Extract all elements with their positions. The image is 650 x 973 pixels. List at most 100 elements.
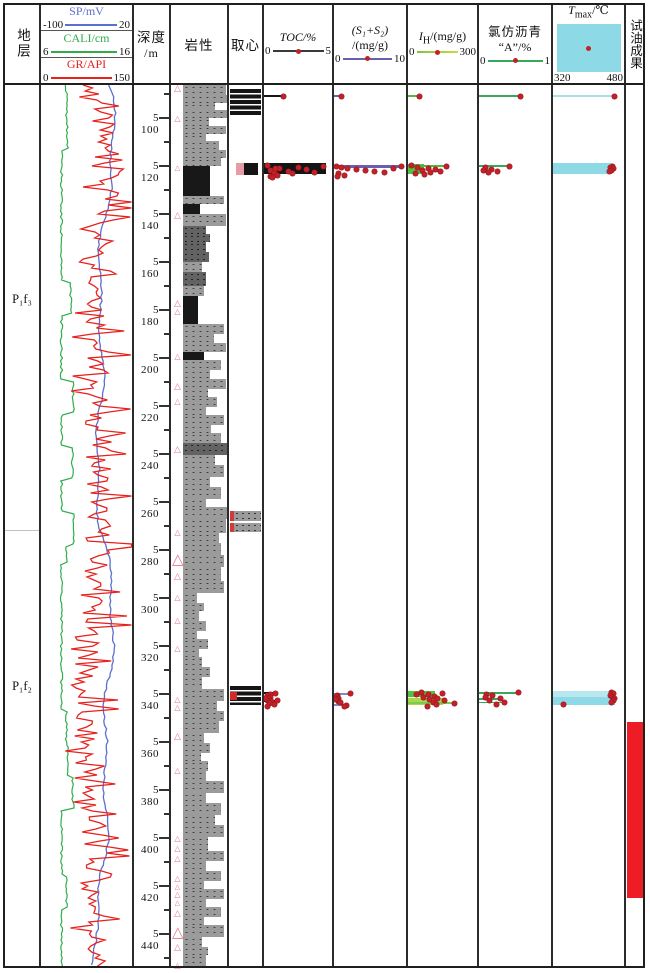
header-depth: 深度 /m (133, 3, 170, 84)
lithology-block (183, 889, 224, 899)
depth-major-tick (159, 357, 170, 359)
s1s2-sample-point (354, 167, 360, 173)
tmax-max: 480 (606, 72, 624, 84)
depth-unit: /m (144, 46, 159, 60)
lithology-block (183, 242, 207, 252)
strat-unit-label: P₁f₂ (12, 679, 32, 693)
depth-label: 5 220 (141, 399, 159, 424)
tmax-value-band (553, 690, 612, 697)
ih-value-line (408, 95, 420, 98)
lithology-block (183, 95, 228, 103)
lithology-block (183, 917, 204, 925)
lithology-block (183, 134, 206, 141)
header-core: 取心 (228, 3, 263, 84)
s1s2-value-line (334, 95, 342, 98)
s1s2-sample-point (347, 691, 353, 697)
lithology-block (183, 907, 222, 917)
lithology-block (183, 407, 206, 415)
lithology-block (183, 118, 210, 126)
depth-label: 5 360 (141, 735, 159, 760)
cali-curve (59, 85, 75, 968)
oil-test-column-title: 试油成果 (628, 18, 642, 69)
lithology-block (183, 324, 224, 334)
depth-minor-tick (164, 333, 170, 335)
s1s2-scale-line (342, 56, 392, 61)
tuff-triangle-icon: △ (174, 528, 181, 537)
depth-minor-tick (164, 477, 170, 479)
bit-sample-point (495, 169, 501, 175)
lithology-block (183, 837, 208, 851)
depth-major-tick (159, 645, 170, 647)
header-tmax: Tmax/℃ 320 480 (552, 3, 625, 84)
s1s2-sample-point (391, 165, 397, 171)
lithology-block (183, 477, 210, 487)
header-oil-test: 试油成果 (625, 3, 646, 84)
tuff-triangle-icon: △ (174, 907, 181, 918)
ih-subscript: H (422, 35, 431, 47)
curve-header-divider-2 (40, 57, 133, 59)
depth-major-tick (159, 165, 170, 167)
tmax-sample-point (606, 169, 612, 175)
tmax-scale-numbers: 320 480 (552, 72, 625, 84)
lithology-block (183, 701, 217, 711)
bit-sample-point (502, 700, 508, 706)
sp-curve (90, 85, 117, 966)
tmax-value-band (553, 696, 615, 705)
lithology-block (183, 343, 226, 352)
toc-sample-point (273, 166, 279, 172)
depth-minor-tick (164, 429, 170, 431)
s1s2-sample-point (339, 93, 345, 99)
core-interval-mark (230, 511, 261, 521)
depth-minor-tick (164, 381, 170, 383)
tuff-triangle-icon: △ (174, 297, 181, 308)
depth-major-tick (159, 117, 170, 119)
tuff-triangle-icon: △ (174, 209, 181, 220)
lithology-block (183, 581, 224, 593)
toc-sample-point (273, 690, 279, 696)
cali-curve-label: CALI/cm (63, 30, 110, 45)
s1s2-scale: 0 10 (333, 53, 407, 65)
lithology-block (183, 150, 226, 158)
ih-sample-point (409, 163, 415, 169)
toc-min: 0 (265, 45, 271, 57)
lithology-block (183, 443, 228, 455)
strat-unit-label: P₁f₃ (12, 292, 32, 306)
ih-sample-point (425, 165, 431, 171)
toc-sample-point (274, 698, 280, 704)
depth-minor-tick (164, 957, 170, 959)
bit-sample-point (484, 691, 490, 697)
depth-major-tick (159, 213, 170, 215)
lithology-block (183, 455, 215, 465)
lithology-block (183, 761, 208, 771)
bit-sample-point (482, 694, 488, 700)
tuff-triangle-icon: △ (174, 730, 181, 741)
lithology-block (183, 711, 224, 721)
toc-sample-point (285, 168, 291, 174)
bit-value-line (479, 95, 521, 98)
lithology-block (183, 286, 204, 296)
bit-sample-point (487, 698, 493, 704)
lithology-block (183, 379, 226, 389)
lithology-block (183, 85, 226, 95)
tmax-sample-point (611, 691, 617, 697)
lithology-block (183, 881, 204, 889)
s1s2-sample-point (371, 169, 377, 175)
sp-curve-label: SP/mV (69, 3, 104, 18)
lithology-block (183, 621, 206, 631)
tuff-triangle-icon: △ (174, 593, 181, 602)
toc-sample-point (270, 175, 276, 181)
lithology-block (183, 925, 224, 937)
lithology-block (183, 567, 222, 581)
ih-scale: 0 300 (407, 46, 478, 58)
s1s2-sample-point (345, 166, 351, 172)
depth-major-tick (159, 453, 170, 455)
depth-minor-tick (164, 189, 170, 191)
header-strat: 地层 (4, 3, 40, 84)
tuff-triangle-icon: △ (174, 834, 181, 843)
lithology-block (183, 226, 206, 234)
bit-sample-point (517, 93, 523, 99)
tmax-subscript: max (574, 9, 593, 21)
gr-scale-line (50, 77, 112, 79)
lithology-block (183, 781, 224, 793)
toc-sample-point (268, 167, 274, 173)
